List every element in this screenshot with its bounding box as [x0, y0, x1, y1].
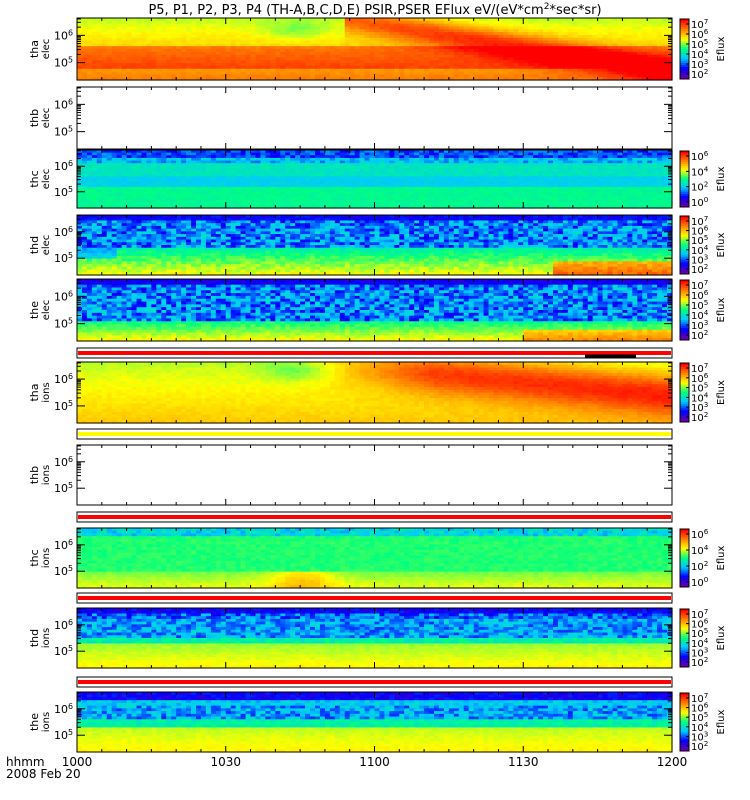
colorbar-label: Eflux: [716, 36, 727, 61]
panel-ylabel: thaelec: [28, 39, 52, 60]
figure-title-main: P5, P1, P2, P3, P4 (TH-A,B,C,D,E) PSIR,P…: [148, 3, 543, 18]
y-tick-label: 106: [54, 97, 73, 112]
y-tick-label: 105: [54, 55, 73, 70]
heatmap-tha_elec: [77, 18, 673, 81]
figure-title-end: *sec*sr): [549, 3, 601, 18]
y-tick-label: 105: [54, 124, 73, 139]
figure-title: P5, P1, P2, P3, P4 (TH-A,B,C,D,E) PSIR,P…: [148, 2, 601, 18]
panel-stack: 106105thaelec107106105104103102Eflux1061…: [28, 17, 727, 754]
panel-ylabel: thbelec: [28, 108, 52, 129]
heatmap-thc_elec: [77, 150, 673, 209]
panel-frame: [77, 87, 672, 149]
y-tick-label: 106: [54, 28, 73, 43]
